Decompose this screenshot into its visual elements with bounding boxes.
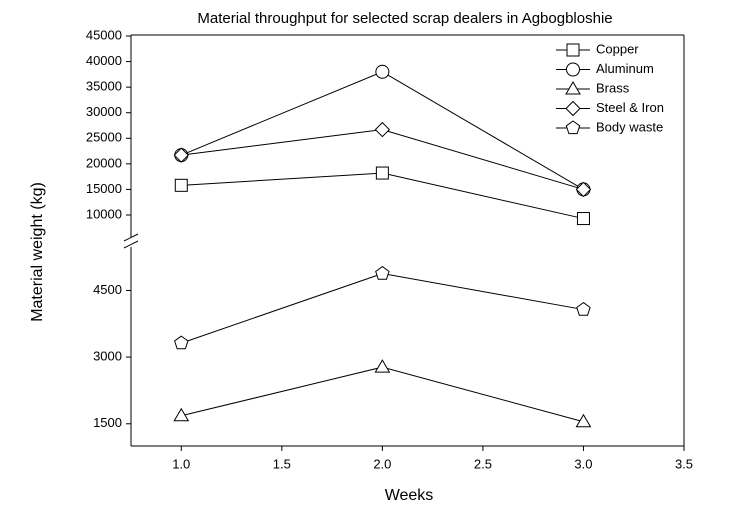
y-tick-label: 15000 — [86, 181, 122, 196]
x-tick-label: 1.5 — [273, 456, 291, 471]
data-point — [174, 178, 188, 192]
y-tick-label: 1500 — [93, 415, 122, 430]
chart-title: Material throughput for selected scrap d… — [197, 10, 612, 27]
y-tick-label: 20000 — [86, 155, 122, 170]
x-tick-label: 2.5 — [474, 456, 492, 471]
legend-marker — [566, 62, 580, 77]
y-tick-label: 40000 — [86, 53, 122, 68]
data-point — [374, 121, 391, 138]
y-axis-title: Material weight (kg) — [29, 182, 46, 322]
legend-marker — [565, 81, 581, 95]
y-tick-label: 25000 — [86, 130, 122, 145]
legend-item: Copper — [556, 41, 639, 57]
axis-break — [123, 233, 139, 242]
legend-marker — [565, 100, 581, 117]
data-point — [374, 359, 391, 373]
data-point — [576, 301, 591, 316]
x-tick-label: 1.0 — [172, 456, 190, 471]
legend-marker — [566, 43, 580, 57]
y-tick-label: 3000 — [93, 349, 122, 364]
legend-marker — [565, 120, 581, 135]
x-tick-label: 2.0 — [373, 456, 391, 471]
legend-label: Steel & Iron — [596, 100, 664, 115]
plot-frame — [123, 34, 685, 447]
legend-label: Aluminum — [596, 61, 654, 76]
data-point — [375, 64, 390, 79]
legend-item: Body waste — [556, 119, 663, 134]
x-tick-label: 3.0 — [574, 456, 592, 471]
data-point — [173, 407, 190, 422]
y-tick-label: 4500 — [93, 282, 122, 297]
legend-label: Body waste — [596, 119, 663, 134]
legend-item: Steel & Iron — [556, 100, 664, 117]
y-tick-label: 30000 — [86, 104, 122, 119]
data-point — [174, 335, 189, 350]
data-point — [375, 265, 390, 280]
legend-label: Copper — [596, 41, 639, 56]
axis-break — [123, 240, 139, 249]
y-tick-label: 45000 — [86, 27, 122, 42]
x-axis-title: Weeks — [385, 487, 434, 504]
data-point — [375, 166, 389, 180]
y-tick-label: 10000 — [86, 206, 122, 221]
data-point — [575, 181, 592, 198]
legend-item: Brass — [556, 80, 630, 95]
legend-item: Aluminum — [556, 61, 654, 77]
data-point — [575, 413, 592, 428]
data-point — [173, 147, 189, 163]
legend-label: Brass — [596, 80, 630, 95]
data-point — [576, 212, 590, 226]
x-tick-label: 3.5 — [675, 456, 693, 471]
y-tick-label: 35000 — [86, 79, 122, 94]
